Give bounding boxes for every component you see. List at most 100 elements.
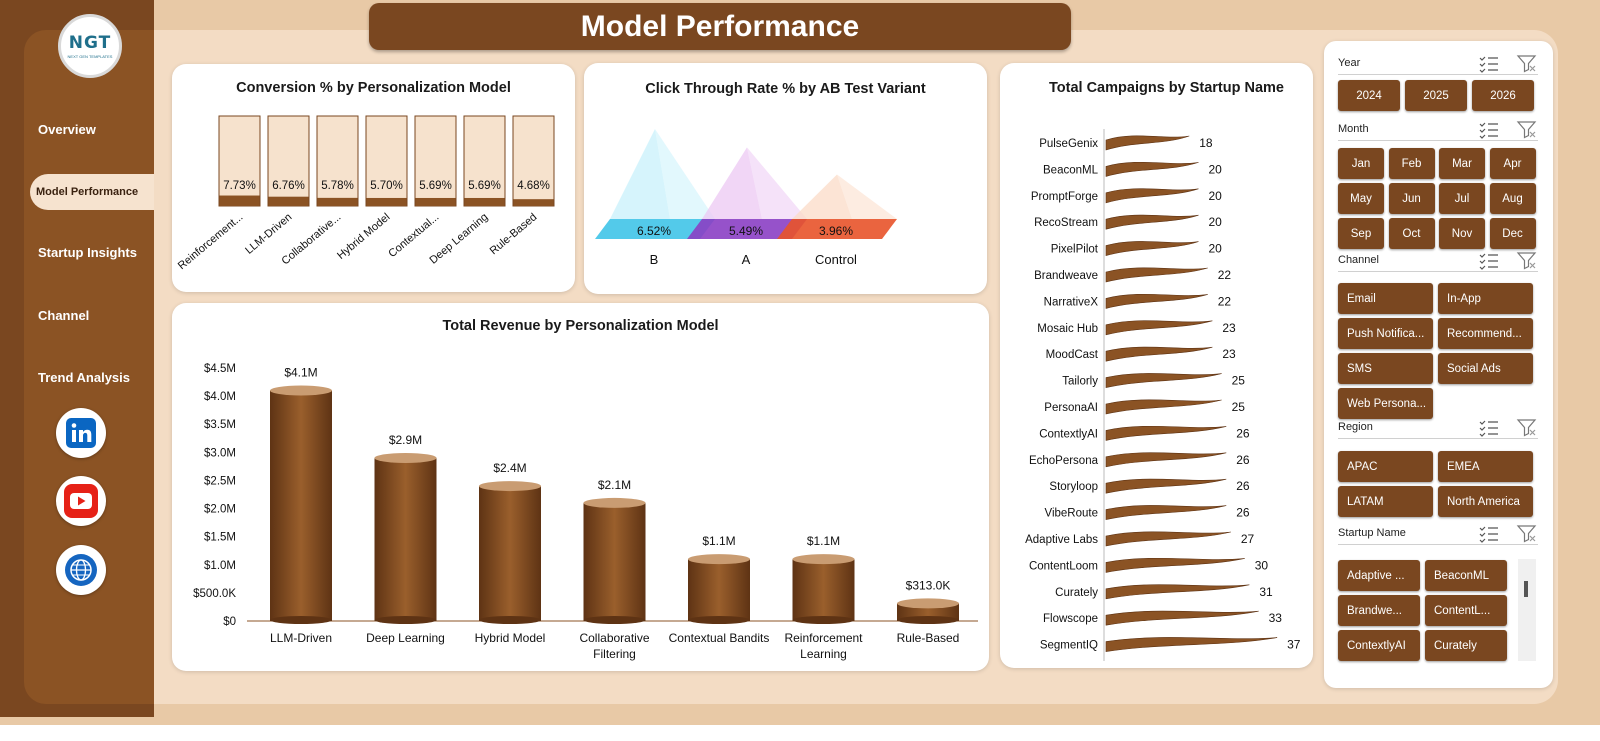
- multi-select-icon[interactable]: [1478, 250, 1500, 273]
- filter-button[interactable]: Apr: [1489, 148, 1536, 179]
- nav-trend-analysis[interactable]: Trend Analysis: [38, 369, 130, 385]
- clear-filter-icon[interactable]: [1516, 417, 1538, 440]
- campaign-value-9: 25: [1232, 374, 1246, 388]
- revenue-ytick-9: $4.5M: [204, 363, 236, 375]
- filter-button[interactable]: Aug: [1489, 183, 1536, 214]
- filter-button[interactable]: Adaptive ...: [1338, 560, 1420, 591]
- campaign-value-13: 26: [1236, 479, 1250, 493]
- ctr-category-1: A: [742, 252, 751, 267]
- filter-button[interactable]: North America: [1438, 486, 1533, 517]
- revenue-ytick-0: $0: [223, 616, 236, 628]
- revenue-category-5-line2: Learning: [800, 647, 847, 661]
- filter-button[interactable]: Jan: [1338, 148, 1384, 179]
- revenue-bar-4: [688, 559, 750, 621]
- clear-filter-icon[interactable]: [1516, 119, 1538, 142]
- campaign-value-11: 26: [1236, 426, 1250, 440]
- multi-select-icon[interactable]: [1478, 119, 1500, 142]
- filter-button[interactable]: 2026: [1472, 80, 1534, 111]
- filter-header-startup-name: Startup Name: [1338, 521, 1538, 545]
- ctr-category-0: B: [650, 252, 659, 267]
- clear-filter-icon[interactable]: [1516, 523, 1538, 546]
- campaign-category-10: PersonaAI: [1044, 402, 1098, 414]
- filter-button[interactable]: Sep: [1338, 218, 1384, 249]
- conversion-bar-5: [463, 115, 506, 207]
- filter-button[interactable]: Email: [1338, 283, 1433, 314]
- ctr-pyramid-face-left-2: [792, 174, 852, 219]
- revenue-category-2: Hybrid Model: [475, 631, 546, 645]
- conversion-chart: 7.73% Reinforcement... 6.76% LLM-Driven 5.78…: [176, 115, 555, 272]
- logo-subtext: NEXT GEN TEMPLATES: [67, 54, 113, 59]
- filter-button[interactable]: Social Ads: [1438, 353, 1533, 384]
- ctr-pyramid-face-right-2: [837, 174, 897, 219]
- clear-filter-icon[interactable]: [1516, 250, 1538, 273]
- filter-button[interactable]: Recommend...: [1438, 318, 1533, 349]
- campaign-value-19: 37: [1287, 638, 1301, 652]
- filter-button[interactable]: Brandwe...: [1338, 595, 1420, 626]
- filter-button[interactable]: Push Notifica...: [1338, 318, 1433, 349]
- filter-button[interactable]: LATAM: [1338, 486, 1433, 517]
- revenue-label-2: $2.4M: [493, 461, 526, 475]
- campaign-value-15: 27: [1241, 532, 1255, 546]
- website-button[interactable]: [56, 545, 106, 595]
- revenue-bar-3: [583, 502, 646, 621]
- linkedin-button[interactable]: [56, 408, 106, 458]
- revenue-bar-top-0: [270, 385, 332, 396]
- filter-button[interactable]: ContextlyAI: [1338, 630, 1420, 661]
- revenue-bar-5: [792, 559, 855, 621]
- filter-button[interactable]: May: [1338, 183, 1384, 214]
- filter-button[interactable]: Jun: [1388, 183, 1435, 214]
- ctr-pyramid-face-right-0: [655, 129, 715, 219]
- scrollbar-thumb[interactable]: [1524, 581, 1528, 597]
- campaign-bar-9: [1105, 373, 1222, 388]
- filter-button[interactable]: SMS: [1338, 353, 1433, 384]
- filter-button[interactable]: BeaconML: [1425, 560, 1507, 591]
- campaign-category-4: PixelPilot: [1051, 244, 1099, 256]
- filter-button[interactable]: Web Persona...: [1338, 388, 1433, 419]
- campaign-bar-18: [1105, 610, 1259, 626]
- ctr-chart: 6.52% B 5.49% A 3.96% Control: [595, 129, 897, 267]
- filter-button[interactable]: EMEA: [1438, 451, 1533, 482]
- nav-startup-insights[interactable]: Startup Insights: [38, 244, 137, 260]
- filter-button[interactable]: Mar: [1439, 148, 1485, 179]
- revenue-bar-1: [374, 457, 437, 621]
- multi-select-icon[interactable]: [1478, 523, 1500, 546]
- filter-button[interactable]: Feb: [1388, 148, 1435, 179]
- filter-button[interactable]: Jul: [1439, 183, 1485, 214]
- campaign-bar-13: [1105, 478, 1227, 494]
- multi-select-icon[interactable]: [1478, 53, 1500, 76]
- filter-button[interactable]: APAC: [1338, 451, 1433, 482]
- logo: NGT NEXT GEN TEMPLATES: [58, 14, 122, 78]
- campaign-bar-8: [1105, 346, 1213, 362]
- filter-button[interactable]: Curately: [1425, 630, 1507, 661]
- nav-channel[interactable]: Channel: [38, 307, 90, 323]
- filter-button[interactable]: 2025: [1405, 80, 1467, 111]
- startup-scrollbar[interactable]: [1518, 559, 1536, 661]
- clear-filter-icon[interactable]: [1516, 53, 1538, 76]
- filter-button[interactable]: Nov: [1439, 218, 1485, 249]
- filter-button[interactable]: 2024: [1338, 80, 1400, 111]
- conversion-label-0: 7.73%: [223, 180, 256, 192]
- campaign-bar-16: [1105, 557, 1245, 573]
- revenue-ytick-5: $2.5M: [204, 475, 236, 487]
- filter-button[interactable]: In-App: [1438, 283, 1533, 314]
- campaign-value-12: 26: [1236, 453, 1250, 467]
- conversion-chart-title: Conversion % by Personalization Model: [236, 80, 511, 96]
- multi-select-icon[interactable]: [1478, 417, 1500, 440]
- nav-overview[interactable]: Overview: [38, 121, 96, 137]
- campaign-bar-10: [1105, 399, 1222, 415]
- youtube-button[interactable]: [56, 476, 106, 526]
- filter-button[interactable]: ContentL...: [1425, 595, 1507, 626]
- campaign-category-18: Flowscope: [1043, 613, 1098, 625]
- filter-header-region: Region: [1338, 415, 1538, 439]
- revenue-ytick-3: $1.5M: [204, 532, 236, 544]
- filter-button[interactable]: Dec: [1489, 218, 1536, 249]
- nav-model-performance[interactable]: Model Performance: [30, 174, 154, 210]
- ctr-pyramid-face-left-0: [610, 129, 670, 219]
- ctr-chart-title: Click Through Rate % by AB Test Variant: [645, 81, 926, 97]
- revenue-bar-top-4: [688, 554, 750, 565]
- filter-header-year: Year: [1338, 51, 1538, 75]
- filter-button[interactable]: Oct: [1388, 218, 1435, 249]
- campaign-bar-1: [1105, 161, 1199, 177]
- campaign-category-19: SegmentIQ: [1040, 640, 1098, 652]
- revenue-category-1: Deep Learning: [366, 631, 445, 645]
